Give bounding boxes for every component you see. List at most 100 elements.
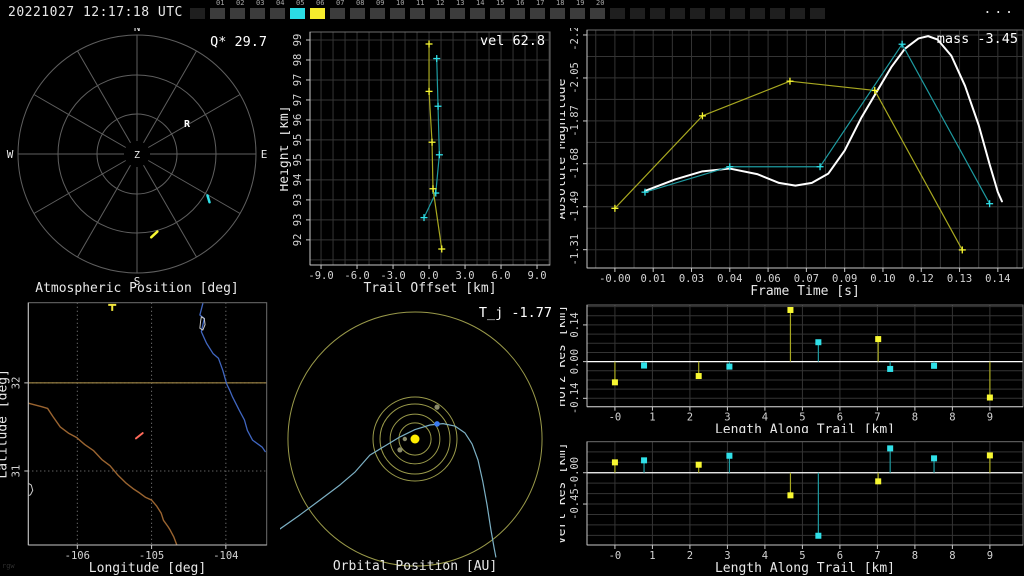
frame-box-01[interactable]	[210, 8, 225, 19]
frame-box-06[interactable]	[310, 8, 325, 19]
mars	[434, 404, 440, 410]
grid	[587, 441, 1023, 545]
chart-text: 99	[292, 34, 304, 47]
camera-2-height-series	[425, 40, 446, 253]
chart-text: -1.49	[569, 191, 581, 223]
frame-box-07[interactable]	[330, 8, 345, 19]
timestamp: 20221027 12:17:18 UTC	[8, 5, 183, 20]
camera-1-height-series	[420, 55, 443, 222]
frame-box[interactable]	[670, 8, 685, 19]
chart-text: Trail Offset [km]	[363, 281, 496, 296]
frame-box-label: 15	[496, 0, 505, 7]
horz_res-panel: -0 1 2 3 4 5 6 7 8 8 9 0.14 0.00 -0.14 Length Along Tr…	[560, 304, 1024, 433]
frame-box[interactable]	[710, 8, 725, 19]
height_vs_trail-panel: -9.0 -6.0 -3.0 0.0 3.0 6.0 9.0 99 98 97 97 96 95 95 94…	[280, 31, 551, 296]
chart-text: -1.31	[569, 234, 581, 266]
frame-box-20[interactable]	[590, 8, 605, 19]
chart-text: 0.0	[420, 270, 439, 282]
frame-box[interactable]	[630, 8, 645, 19]
chart-text: E	[261, 148, 268, 161]
frame-box-09[interactable]	[370, 8, 385, 19]
frame-box-label: 03	[256, 0, 265, 7]
frame-box-02[interactable]	[230, 8, 245, 19]
frame-box-label: 17	[536, 0, 545, 7]
frame-box-19[interactable]	[570, 8, 585, 19]
chart-text: 7	[874, 550, 880, 562]
frame-box-label: 10	[396, 0, 405, 7]
frame-box[interactable]	[750, 8, 765, 19]
chart-text: 5	[799, 412, 805, 424]
frame-box-17[interactable]	[530, 8, 545, 19]
frame-box-13[interactable]	[450, 8, 465, 19]
frame-box-12[interactable]	[430, 8, 445, 19]
frame-box[interactable]	[790, 8, 805, 19]
frame-box-04[interactable]	[270, 8, 285, 19]
vert_res-panel: -0 1 2 3 4 5 6 7 8 8 9 -0.00-0.45 Length Along Trail…	[560, 441, 1024, 576]
chart-text: 6	[837, 412, 843, 424]
frame-box-18[interactable]	[550, 8, 565, 19]
frame-box-08[interactable]	[350, 8, 365, 19]
frame-box-label: 14	[476, 0, 485, 7]
chart-text: 6	[837, 550, 843, 562]
chart-text: Longitude [deg]	[89, 561, 206, 576]
frame-box[interactable]	[610, 8, 625, 19]
chart-text: 3.0	[456, 270, 475, 282]
meteor-ground-track	[134, 432, 144, 440]
frame-box-05[interactable]	[290, 8, 305, 19]
chart-text: 5	[799, 550, 805, 562]
chart-text: 9.0	[528, 270, 547, 282]
chart-text: 0.09	[832, 273, 857, 285]
frame-box[interactable]	[190, 8, 205, 19]
chart-text: 3	[724, 412, 730, 424]
chart-text: 0.00	[569, 349, 581, 374]
chart-text: -3.0	[380, 270, 405, 282]
frame-box[interactable]	[810, 8, 825, 19]
planet-orbit	[398, 422, 432, 456]
frame-box-label: 12	[436, 0, 445, 7]
frame-box-10[interactable]	[390, 8, 405, 19]
frame-box[interactable]	[650, 8, 665, 19]
chart-text: 0.04	[717, 273, 742, 285]
chart-text: 97	[292, 94, 304, 107]
chart-text: W	[7, 148, 14, 161]
chart-text: 0.14	[985, 273, 1010, 285]
frame-box[interactable]	[690, 8, 705, 19]
chart-text: -0.14	[569, 383, 581, 415]
frame-box-label: 19	[576, 0, 585, 7]
frame-box-14[interactable]	[470, 8, 485, 19]
grid	[587, 305, 1023, 407]
chart-text: 93	[292, 194, 304, 207]
grid	[587, 30, 1023, 268]
frame-box-label: 05	[296, 0, 305, 7]
frame-box-16[interactable]	[510, 8, 525, 19]
chart-text: Orbital Position [AU]	[333, 559, 497, 574]
chart-text: Length Along Trail [km]	[715, 561, 895, 576]
chart-text: 2	[687, 412, 693, 424]
chart-text: 3	[724, 550, 730, 562]
grid	[310, 32, 550, 265]
overflow-menu-button[interactable]: ...	[983, 2, 1016, 17]
chart-text: 4	[762, 550, 768, 562]
plot-frame	[309, 31, 551, 266]
frame-box[interactable]	[730, 8, 745, 19]
plot-frame	[586, 29, 1024, 269]
chart-text: mass -3.45	[937, 31, 1018, 47]
watermark: rgw	[2, 562, 15, 570]
earth	[434, 421, 440, 427]
chart-text: 9	[987, 412, 993, 424]
camera-2-vert-res-series	[611, 452, 993, 499]
chart-text: -0.00	[599, 273, 631, 285]
chart-text: 0.12	[909, 273, 934, 285]
chart-text: 0.07	[794, 273, 819, 285]
chart-text: S	[134, 275, 141, 288]
chart-text: 92	[292, 234, 304, 247]
frame-box-15[interactable]	[490, 8, 505, 19]
planet-orbit	[379, 403, 451, 475]
frame-box-11[interactable]	[410, 8, 425, 19]
frame-box-label: 20	[596, 0, 605, 7]
plot-frame	[27, 302, 268, 546]
chart-text: 94	[292, 174, 304, 187]
frame-box-03[interactable]	[250, 8, 265, 19]
frame-box[interactable]	[770, 8, 785, 19]
chart-text: -1.68	[569, 148, 581, 180]
